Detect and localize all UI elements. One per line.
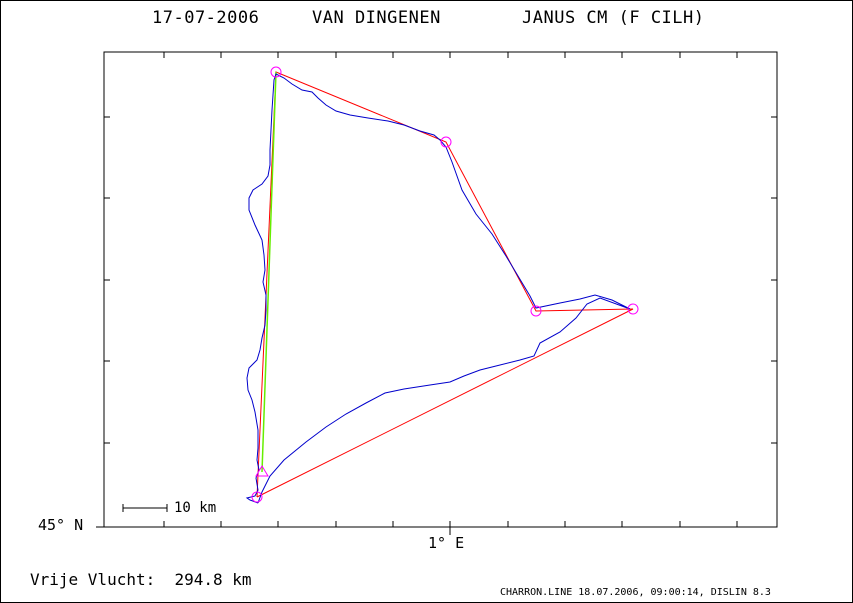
task-route xyxy=(256,71,634,498)
pilot-name: VAN DINGENEN xyxy=(312,8,441,28)
start-triangle xyxy=(255,465,269,477)
plot-area xyxy=(103,51,778,528)
turnpoint-markers xyxy=(251,66,639,503)
plot-title: 17-07-2006 VAN DINGENEN JANUS CM (F CILH… xyxy=(0,8,853,88)
axis-ticks xyxy=(96,52,777,535)
flight-date: 17-07-2006 xyxy=(152,8,260,28)
turnpoint-2 xyxy=(440,136,452,148)
finish-point xyxy=(251,491,263,503)
distance-summary: Vrije Vlucht: 294.8 km xyxy=(30,570,252,589)
turnpoint-1 xyxy=(270,66,282,78)
footer-info: CHARRON.LINE 18.07.2006, 09:00:14, DISLI… xyxy=(500,587,771,598)
turnpoint-4 xyxy=(627,303,639,315)
scale-bar xyxy=(122,504,168,512)
turnpoint-3 xyxy=(530,305,542,317)
longitude-label: 1° E xyxy=(428,534,465,552)
free-flight-leg xyxy=(261,71,277,473)
gps-track xyxy=(245,73,631,504)
glider-name: JANUS CM (F CILH) xyxy=(522,8,705,28)
scale-label: 10 km xyxy=(174,500,217,516)
latitude-label: 45° N xyxy=(38,516,84,534)
